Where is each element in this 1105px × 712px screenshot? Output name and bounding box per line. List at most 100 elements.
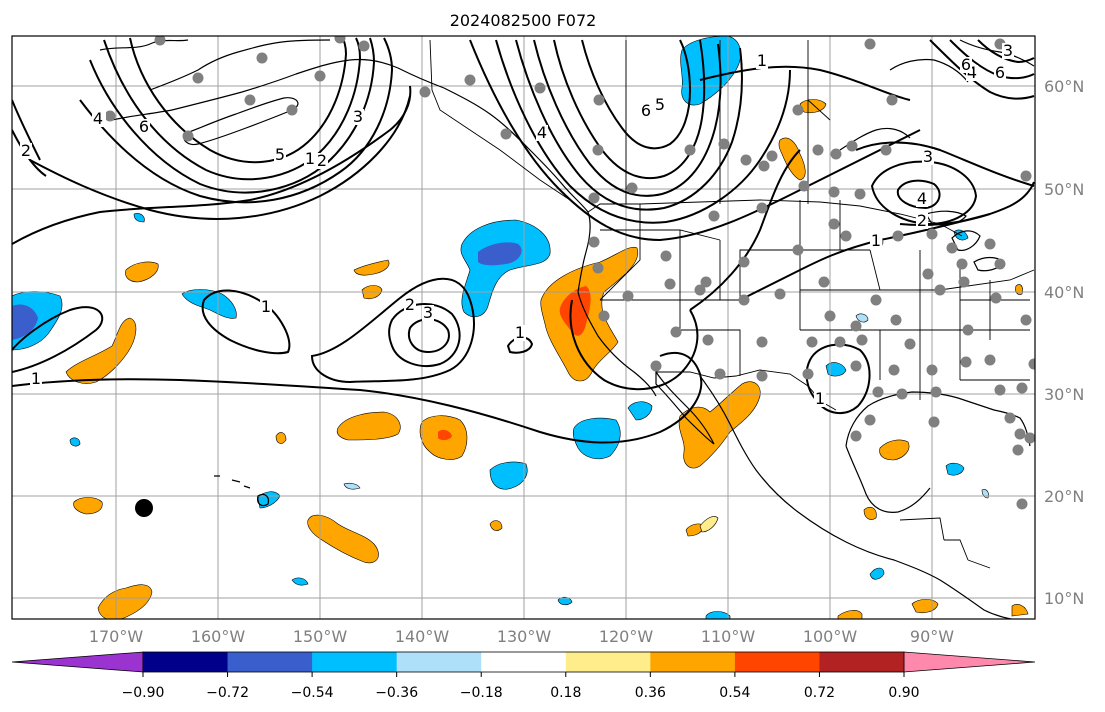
contour-label-background	[916, 213, 928, 229]
positive-anomaly-region	[353, 259, 390, 276]
station-dot	[622, 290, 634, 302]
station-dot	[756, 370, 768, 382]
latitude-label: 30°N	[1044, 385, 1084, 404]
contour-label: 1	[305, 149, 315, 168]
contour-label: 3	[1003, 41, 1013, 60]
positive-anomaly-region	[540, 246, 639, 382]
alaska-canada-border	[429, 39, 571, 201]
station-dot	[684, 144, 696, 156]
contour-ridge-3	[515, 39, 743, 211]
colorbar-segment	[312, 652, 398, 672]
contour-label-background	[654, 97, 666, 113]
negative-anomaly-region	[489, 461, 528, 490]
station-dot	[592, 262, 604, 274]
positive-anomaly-region	[489, 520, 503, 531]
longitude-label: 120°W	[599, 627, 654, 646]
colorbar-segment	[481, 652, 567, 672]
colorbar-segment	[734, 652, 820, 672]
longitude-label: 110°W	[701, 627, 756, 646]
positive-anomaly-region	[275, 432, 287, 444]
contour-1-north	[699, 65, 911, 101]
contour-label: 5	[655, 95, 665, 114]
negative-anomaly-region	[572, 417, 621, 460]
contour-label-background	[994, 65, 1006, 81]
station-dot	[740, 154, 752, 166]
latitude-label: 60°N	[1044, 77, 1084, 96]
station-dot	[756, 202, 768, 214]
longitude-labels: 170°W 160°W 150°W 140°W 130°W 120°W 110°W 100°W…	[89, 627, 954, 646]
contour-label-background	[304, 151, 316, 167]
weak-negative-region	[343, 482, 361, 490]
contour-ridge-5	[553, 39, 706, 180]
contour-label: 4	[917, 189, 927, 208]
contour-label: 2	[317, 151, 327, 170]
station-dot	[192, 72, 204, 84]
colorbar-tick-label: −0.54	[291, 685, 334, 701]
station-dot	[500, 128, 512, 140]
positive-anomaly-region	[1011, 604, 1029, 617]
station-dot	[593, 94, 605, 106]
contour-us-central	[689, 149, 991, 311]
contour-label: 4	[537, 123, 547, 142]
strong-negative-core	[12, 304, 38, 340]
station-dot	[714, 368, 726, 380]
baja-california-coastline	[655, 370, 715, 445]
gulf-of-mexico-coastline	[845, 391, 1031, 513]
station-dot	[888, 364, 900, 376]
station-dot	[588, 236, 600, 248]
station-dot	[358, 40, 370, 52]
negative-anomaly-region	[945, 462, 965, 476]
longitude-label: 90°W	[910, 627, 954, 646]
contour-label-background	[922, 149, 934, 165]
station-dot	[904, 338, 916, 350]
station-dot	[104, 110, 116, 122]
station-dot	[702, 334, 714, 346]
station-dot	[664, 278, 676, 290]
contour-us-west	[569, 299, 699, 391]
contour-label-background	[404, 297, 416, 313]
station-dot	[244, 94, 256, 106]
station-dot	[806, 336, 818, 348]
contour-label-background	[870, 233, 882, 249]
station-dot	[1024, 432, 1035, 444]
strong-negative-core	[478, 242, 522, 266]
contour-northeast-3	[977, 39, 1035, 64]
negative-anomaly-region	[291, 577, 309, 586]
station-dot	[890, 314, 902, 326]
station-dot	[872, 386, 884, 398]
contour-label-background	[138, 119, 150, 135]
colorbar-tick-label: −0.72	[206, 685, 249, 701]
colorbar-segment	[650, 652, 736, 672]
us-states-west	[599, 200, 801, 376]
station-dot	[1016, 498, 1028, 510]
station-dot	[256, 52, 268, 64]
station-dot	[798, 180, 810, 192]
contour-2	[29, 95, 411, 220]
contour-label-layer: 11111111222233334444556666	[20, 41, 1014, 408]
station-dot	[1014, 428, 1026, 440]
station-dot	[834, 336, 846, 348]
contour-label: 3	[423, 303, 433, 322]
station-dot	[840, 230, 852, 242]
contour-label: 1	[815, 389, 825, 408]
alaska-coastline	[99, 39, 589, 213]
location-marker	[135, 499, 153, 517]
negative-anomaly-region	[705, 611, 731, 619]
latitude-label: 10°N	[1044, 589, 1084, 608]
contour-ridge-1	[469, 39, 921, 242]
weak-positive-region	[699, 516, 719, 533]
station-dot	[864, 38, 876, 50]
colorbar-tick-label: −0.36	[375, 685, 418, 701]
contour-subtropical	[12, 306, 104, 373]
contour-label: 1	[871, 231, 881, 250]
positive-anomaly-region	[73, 497, 103, 515]
plot-frame	[11, 35, 1036, 620]
contour-label: 6	[961, 55, 971, 74]
colorbar-outline	[142, 651, 905, 673]
contour-closed-low-west	[201, 289, 291, 355]
canada-provinces	[625, 40, 831, 204]
station-dot	[864, 414, 876, 426]
longitude-label: 150°W	[293, 627, 348, 646]
latitude-label: 50°N	[1044, 180, 1084, 199]
